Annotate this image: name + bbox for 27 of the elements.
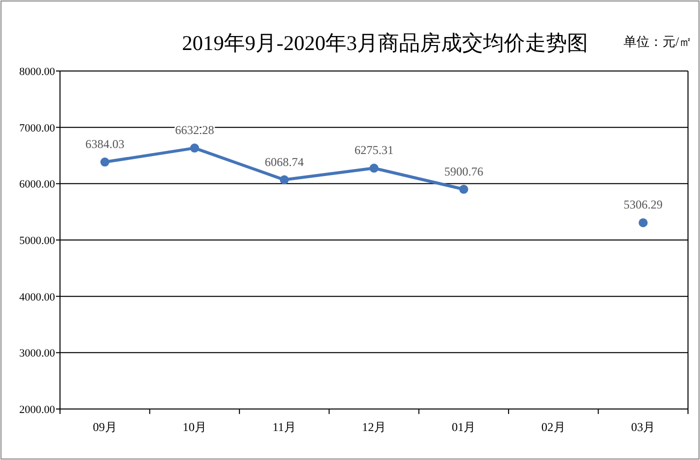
y-tick-label: 3000.00 [19, 348, 56, 360]
data-label: 6384.03 [85, 137, 124, 152]
x-tick-label: 02月 [541, 420, 566, 434]
x-tick-label: 03月 [631, 420, 656, 434]
x-tick-label: 12月 [362, 420, 386, 434]
point [190, 144, 200, 153]
x-tick-label: 01月 [452, 420, 476, 434]
data-label: 5306.29 [624, 198, 663, 212]
y-tick-label: 2000.00 [19, 404, 56, 416]
data-label: 6275.31 [354, 143, 394, 158]
y-tick-label: 7000.00 [19, 122, 56, 134]
chart-title: 2019年9月-2020年3月商品房成交均价走势图 [182, 31, 588, 55]
text: 单位：元/㎡ [623, 34, 692, 49]
point [370, 164, 378, 173]
data-label: 5900.76 [444, 164, 484, 178]
x-tick-label: 11月 [272, 420, 296, 434]
x-tick-label: 10月 [182, 420, 207, 434]
point [459, 184, 468, 194]
point [638, 218, 648, 228]
data-label: 6068.74 [264, 154, 304, 169]
y-tick-label: 8000.00 [19, 66, 56, 78]
y-tick-label: 6000.00 [19, 178, 56, 191]
point [100, 158, 110, 167]
point [280, 175, 289, 184]
y-tick-label: 4000.00 [19, 291, 56, 304]
y-tick-label: 5000.00 [19, 235, 56, 247]
x-tick-label: 09月 [92, 420, 117, 434]
